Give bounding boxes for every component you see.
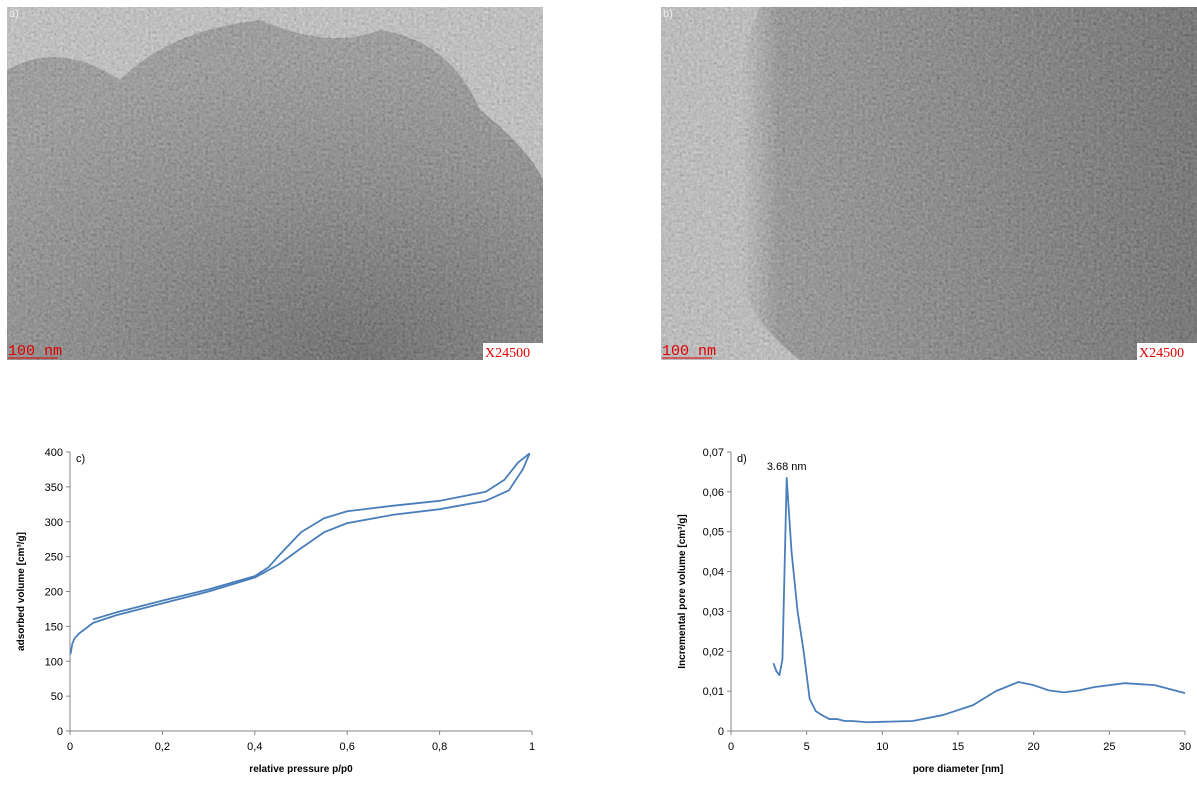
y-tick-label: 100 [45, 656, 63, 668]
y-tick-label: 200 [45, 587, 63, 599]
x-tick-label: 30 [1179, 741, 1191, 753]
x-tick-label: 20 [1028, 741, 1040, 753]
x-tick-label: 5 [804, 741, 810, 753]
image-label: b) [663, 8, 673, 20]
y-tick-label: 0,07 [703, 447, 724, 459]
y-axis-label: adsorbed volume [cm³/g] [16, 532, 27, 651]
y-tick-label: 150 [45, 621, 63, 633]
y-tick-label: 0,01 [703, 686, 724, 698]
y-tick-label: 50 [51, 691, 63, 703]
scale-bar-label: 100 nm [662, 343, 716, 360]
y-tick-label: 0,05 [703, 527, 724, 539]
tem-image-b [661, 7, 1197, 360]
y-tick-label: 0,02 [703, 646, 724, 658]
y-tick-label: 300 [45, 517, 63, 529]
magnification-box [1137, 343, 1197, 360]
x-tick-label: 0,4 [247, 741, 262, 753]
magnification: X24500 [485, 346, 530, 361]
x-tick-label: 25 [1103, 741, 1115, 753]
line-series [92, 452, 531, 621]
y-tick-label: 0 [718, 726, 724, 738]
y-axis-label: Incremental pore volume [cm³/g] [677, 514, 688, 668]
x-tick-label: 0,2 [155, 741, 170, 753]
x-axis-label: relative pressure p/p0 [249, 764, 353, 775]
tem-image-a [7, 7, 543, 360]
line-series [69, 453, 531, 655]
panel-label: d) [737, 453, 747, 465]
y-tick-label: 0,03 [703, 606, 724, 618]
y-tick-label: 350 [45, 482, 63, 494]
x-tick-label: 10 [876, 741, 888, 753]
y-tick-label: 400 [45, 447, 63, 459]
y-tick-label: 0 [57, 726, 63, 738]
x-tick-label: 0 [728, 741, 734, 753]
y-tick-label: 250 [45, 552, 63, 564]
magnification: X24500 [1139, 346, 1184, 361]
y-tick-label: 0,04 [703, 567, 724, 579]
x-tick-label: 1 [529, 741, 535, 753]
x-axis-label: pore diameter [nm] [913, 764, 1004, 775]
image-label: a) [9, 8, 19, 20]
line-series [772, 477, 1186, 724]
scale-bar-label: 100 nm [8, 343, 62, 360]
magnification-box [483, 343, 543, 360]
annotation: 3.68 nm [767, 461, 807, 473]
x-tick-label: 0,6 [340, 741, 355, 753]
x-tick-label: 0 [67, 741, 73, 753]
panel-label: c) [76, 453, 85, 465]
x-tick-label: 0,8 [432, 741, 447, 753]
y-tick-label: 0,06 [703, 487, 724, 499]
x-tick-label: 15 [952, 741, 964, 753]
